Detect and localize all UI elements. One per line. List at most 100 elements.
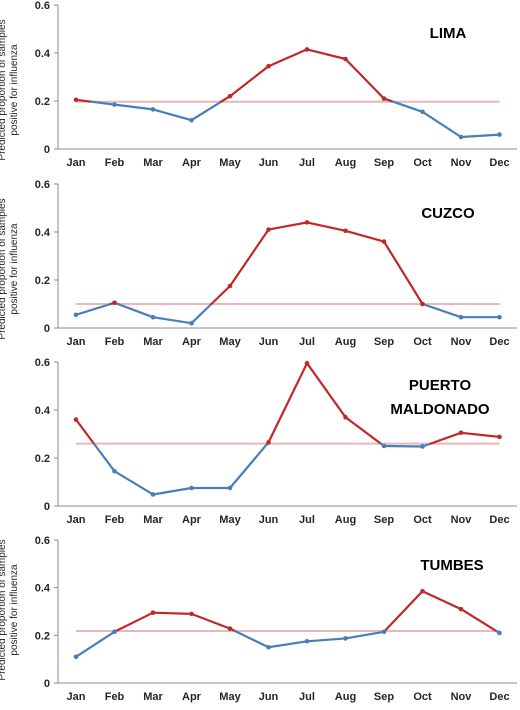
- chart-3-y-tick-label: 0.2: [35, 453, 50, 465]
- chart-2-y-tick-label: 0: [44, 323, 50, 335]
- chart-1-series-segment: [269, 49, 308, 66]
- chart-4-x-tick-label: Feb: [105, 691, 125, 703]
- chart-4-data-point: [459, 607, 464, 612]
- chart-4-x-tick-label: Apr: [182, 691, 202, 703]
- chart-2-x-tick-label: Dec: [489, 336, 509, 348]
- chart-3-x-tick-label: Mar: [143, 514, 163, 526]
- chart-2-data-point: [189, 321, 194, 326]
- chart-3-x-tick-label: Jul: [299, 514, 315, 526]
- chart-4-x-tick-label: Mar: [143, 691, 163, 703]
- chart-2-data-point: [420, 302, 425, 307]
- chart-1-y-tick-label: 0.4: [35, 48, 51, 60]
- chart-3-data-point: [74, 417, 79, 422]
- chart-1-x-tick-label: Nov: [451, 157, 473, 169]
- chart-4-series-segment: [192, 614, 231, 629]
- chart-1-series-segment: [307, 49, 346, 59]
- chart-1-data-point: [112, 102, 117, 107]
- chart-2-x-tick-label: Sep: [374, 336, 394, 348]
- chart-2-title: CUZCO: [421, 205, 475, 222]
- chart-3-x-tick-label: Feb: [105, 514, 125, 526]
- chart-2-series-segment: [307, 222, 346, 230]
- chart-1-data-point: [343, 57, 348, 62]
- chart-3-x-tick-label: May: [219, 514, 241, 526]
- chart-1-x-tick-label: May: [219, 157, 241, 169]
- chart-2-x-tick-label: Feb: [105, 336, 125, 348]
- chart-4-series-segment: [269, 641, 308, 647]
- chart-2-series-segment: [384, 242, 423, 304]
- chart-1-x-tick-label: Sep: [374, 157, 394, 169]
- chart-1-data-point: [459, 135, 464, 140]
- chart-1-y-tick-label: 0.6: [35, 0, 50, 12]
- chart-3-data-point: [459, 431, 464, 436]
- chart-1-y-axis-label: Predicted proportion of samplespositive …: [0, 19, 20, 160]
- chart-3-series-segment: [115, 471, 154, 494]
- chart-1-series-segment: [461, 135, 500, 137]
- chart-1-series-segment: [115, 105, 154, 110]
- chart-4-series-segment: [76, 632, 115, 657]
- chart-4-data-point: [151, 610, 156, 615]
- chart-1-x-tick-label: Dec: [489, 157, 509, 169]
- chart-4-x-tick-label: Oct: [413, 691, 432, 703]
- chart-1-x-tick-label: Mar: [143, 157, 163, 169]
- chart-3-series-segment: [461, 433, 500, 437]
- chart-3-y-tick-label: 0.4: [35, 405, 51, 417]
- chart-1-y-tick-label: 0.2: [35, 96, 50, 108]
- chart-2-data-point: [343, 229, 348, 234]
- chart-3-data-point: [420, 444, 425, 449]
- chart-3-series-segment: [307, 363, 346, 417]
- chart-1-x-tick-label: Oct: [413, 157, 432, 169]
- chart-4-x-tick-label: Dec: [489, 691, 509, 703]
- chart-3-data-point: [151, 492, 156, 497]
- chart-2-x-tick-label: Jun: [259, 336, 279, 348]
- chart-1-x-tick-label: Jul: [299, 157, 315, 169]
- chart-4-title: TUMBES: [420, 557, 483, 574]
- chart-2-series-segment: [269, 222, 308, 229]
- chart-2-series-segment: [76, 304, 111, 315]
- chart-1-x-tick-label: Feb: [105, 157, 125, 169]
- chart-1-data-point: [420, 110, 425, 115]
- chart-1-x-tick-label: Jun: [259, 157, 279, 169]
- chart-4-series-segment: [307, 638, 346, 641]
- chart-1-data-point: [266, 64, 271, 69]
- chart-2-data-point: [459, 315, 464, 320]
- chart-3-x-tick-label: Aug: [335, 514, 356, 526]
- chart-4-series-segment: [235, 631, 269, 647]
- chart-1-data-point: [74, 98, 79, 103]
- chart-3-x-tick-label: Jan: [67, 514, 86, 526]
- chart-2-series-segment: [346, 231, 385, 242]
- chart-3-x-tick-label: Oct: [413, 514, 432, 526]
- chart-2-data-point: [497, 315, 502, 320]
- chart-1-data-point: [151, 107, 156, 112]
- chart-4-x-tick-label: Jul: [299, 691, 315, 703]
- chart-3-x-tick-label: Jun: [259, 514, 279, 526]
- chart-2-y-axis-label: Predicted proportion of samplespositive …: [0, 198, 20, 339]
- chart-4-y-tick-label: 0.4: [35, 583, 51, 595]
- chart-1-y-tick-label: 0: [44, 144, 50, 156]
- chart-4-series-segment: [153, 613, 192, 614]
- chart-2-series-segment: [423, 304, 462, 317]
- chart-1-data-point: [189, 118, 194, 123]
- chart-4-data-point: [266, 645, 271, 650]
- chart-3-x-tick-label: Dec: [489, 514, 509, 526]
- chart-4-data-point: [420, 589, 425, 594]
- chart-3-series-segment: [230, 444, 267, 488]
- chart-3-data-point: [266, 440, 271, 445]
- chart-2-y-tick-label: 0.6: [35, 179, 50, 191]
- chart-2-x-tick-label: May: [219, 336, 241, 348]
- chart-2-x-tick-label: Aug: [335, 336, 356, 348]
- chart-2-data-point: [266, 227, 271, 232]
- chart-2-data-point: [74, 313, 79, 318]
- chart-2-x-tick-label: Oct: [413, 336, 432, 348]
- chart-4-y-axis-label: Predicted proportion of samplespositive …: [0, 539, 20, 680]
- chart-4-series-segment: [346, 632, 385, 639]
- chart-4-x-tick-label: Jan: [67, 691, 86, 703]
- chart-2-y-tick-label: 0.2: [35, 275, 50, 287]
- chart-4-data-point: [74, 654, 79, 659]
- chart-4-series-segment: [116, 613, 153, 631]
- chart-2-x-tick-label: Jan: [67, 336, 86, 348]
- chart-2-data-point: [305, 220, 310, 225]
- chart-2-x-tick-label: Apr: [182, 336, 202, 348]
- chart-2-x-tick-label: Mar: [143, 336, 163, 348]
